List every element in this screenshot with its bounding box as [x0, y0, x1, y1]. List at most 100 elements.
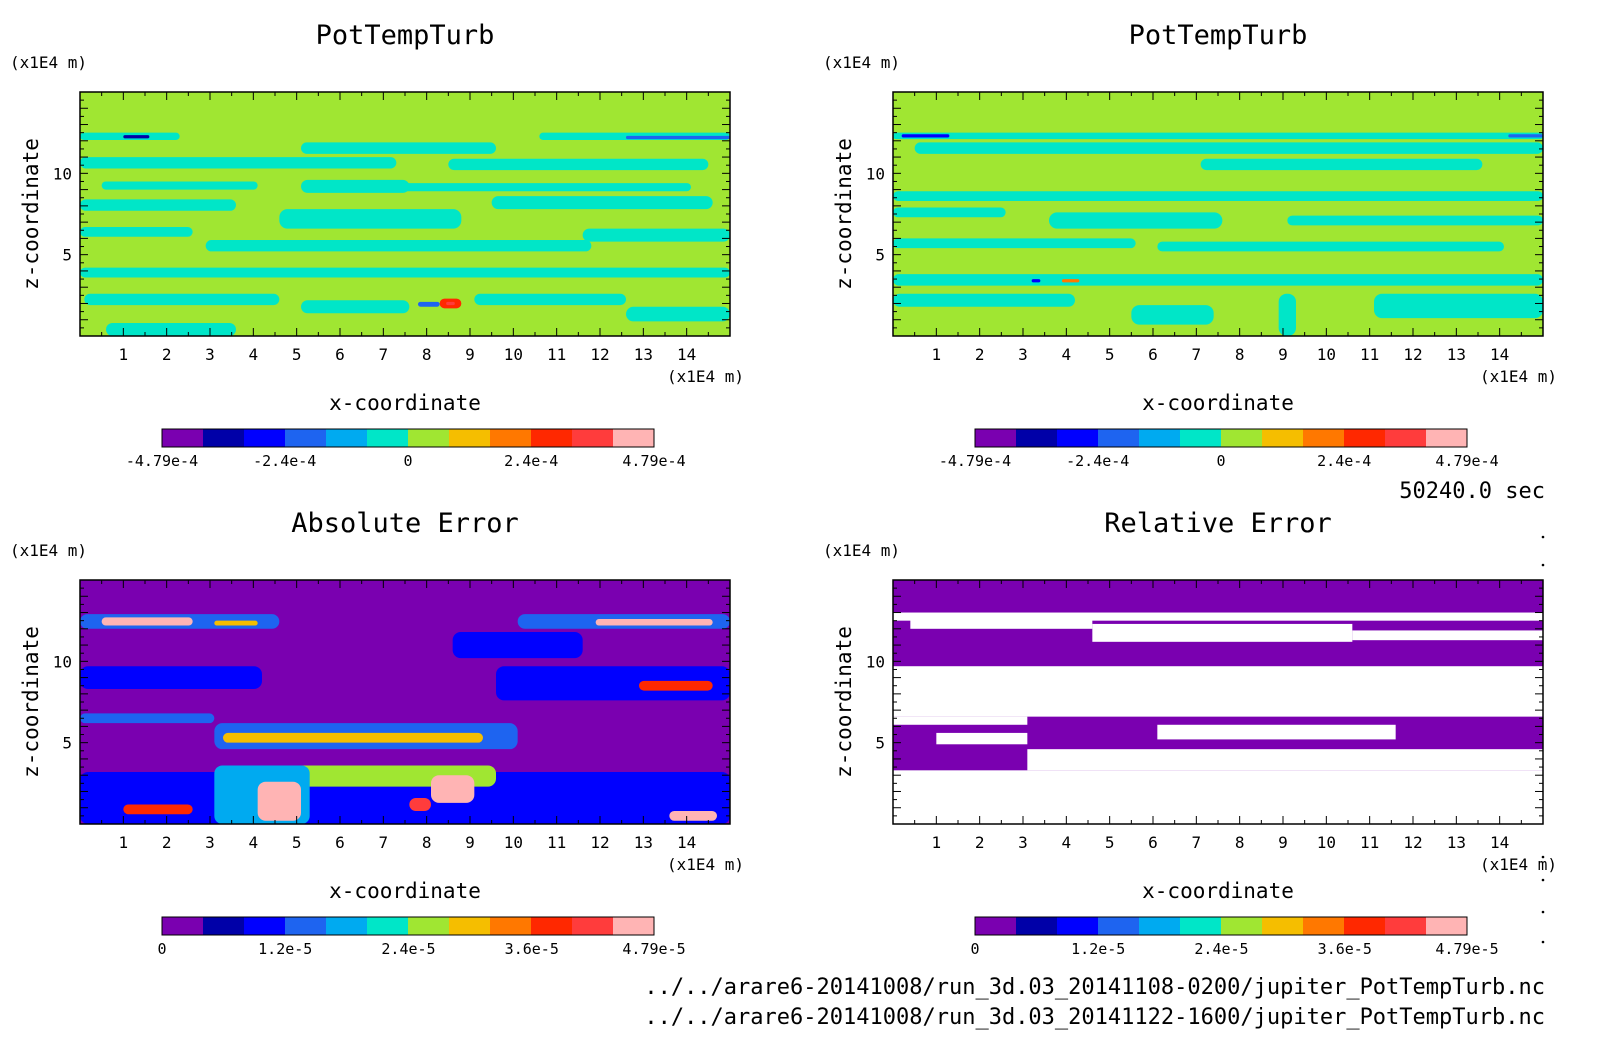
- panel1-colorbar-frame: [161, 428, 655, 448]
- panel3-colorbar-frame: [161, 916, 655, 936]
- panel2-x-tick-label: 7: [1192, 345, 1202, 364]
- panel3-x-tick-label: 8: [422, 833, 432, 852]
- panel2-y-unit: (x1E4 m): [823, 53, 900, 72]
- panel3-colorbar-swatch-2: [244, 917, 286, 935]
- panel1-contour-patch-20: [626, 306, 730, 322]
- panel2-x-tick-label: 2: [975, 345, 985, 364]
- panel4-colorbar-tick-label: 2.4e-5: [1194, 940, 1248, 958]
- panel1-title: PotTempTurb: [316, 20, 495, 51]
- panel4-colorbar-swatch-0: [975, 917, 1017, 935]
- panel1-colorbar-swatch-11: [613, 429, 655, 447]
- panel3-x-tick-label: 2: [162, 833, 172, 852]
- panel1-y-tick-label: 10: [53, 164, 72, 183]
- panel2-contour-patch-13: [1131, 305, 1214, 325]
- panel2-x-tick-label: 6: [1148, 345, 1158, 364]
- panel1-contour-patch-6: [448, 158, 709, 171]
- panel1-colorbar-swatch-2: [244, 429, 286, 447]
- panel2-colorbar-frame: [974, 428, 1468, 448]
- panel3-x-tick-label: 10: [504, 833, 523, 852]
- panel4-missing-region-7: [936, 732, 1028, 745]
- panel4-x-tick-label: 1: [932, 833, 942, 852]
- panel3-x-label: x-coordinate: [329, 879, 481, 903]
- panel3-contour-patch-17: [123, 804, 193, 815]
- margin-dot-3: [1541, 878, 1545, 882]
- panel4-title: Relative Error: [1104, 508, 1332, 539]
- panel1-x-tick-label: 11: [547, 345, 566, 364]
- panel4-y-tick-label: 10: [866, 652, 885, 671]
- panel4-x-tick-label: 14: [1490, 833, 1509, 852]
- panel1-x-tick-label: 1: [119, 345, 129, 364]
- panel3-title: Absolute Error: [291, 508, 519, 539]
- panel4-x-tick-label: 3: [1018, 833, 1028, 852]
- panel2-colorbar-swatch-2: [1057, 429, 1099, 447]
- panel3-colorbar-swatch-8: [490, 917, 532, 935]
- panel4-colorbar-swatch-8: [1303, 917, 1345, 935]
- panel1-colorbar-tick-label: -2.4e-4: [253, 452, 316, 470]
- panel4-colorbar-swatch-2: [1057, 917, 1099, 935]
- panel4-missing-region-3: [1352, 630, 1543, 641]
- panel4-x-unit: (x1E4 m): [1480, 855, 1557, 874]
- panel2-contour-patch-6: [893, 207, 1006, 218]
- panel4-x-tick-label: 4: [1062, 833, 1072, 852]
- panel3-colorbar-tick-label: 4.79e-5: [622, 940, 685, 958]
- panel1-contour-patch-1: [123, 135, 150, 139]
- panel2-colorbar-swatch-10: [1385, 429, 1427, 447]
- panel2-colorbar-swatch-4: [1139, 429, 1181, 447]
- panel2-contour-patch-5: [893, 191, 1543, 201]
- panel1-colorbar-swatch-4: [326, 429, 368, 447]
- panel3-x-tick-label: 6: [335, 833, 345, 852]
- panel3-x-tick-label: 7: [379, 833, 389, 852]
- panel2-contour-patch-11: [893, 274, 1543, 286]
- panel4-colorbar-swatch-4: [1139, 917, 1181, 935]
- panel1-contour-patch-16: [80, 267, 730, 278]
- panel1-x-label: x-coordinate: [329, 391, 481, 415]
- panel3-colorbar-swatch-3: [285, 917, 327, 935]
- panel3-x-tick-label: 5: [292, 833, 302, 852]
- panel3-colorbar-swatch-1: [203, 917, 245, 935]
- panel3-colorbar-tick-label: 3.6e-5: [505, 940, 559, 958]
- panel3-x-tick-label: 11: [547, 833, 566, 852]
- panel3-contour-patch-8: [639, 680, 713, 691]
- panel3-y-unit: (x1E4 m): [10, 541, 87, 560]
- panel4-colorbar-frame: [974, 916, 1468, 936]
- panel1-colorbar-tick-label: 4.79e-4: [622, 452, 685, 470]
- panel4-x-tick-label: 10: [1317, 833, 1336, 852]
- panel3-x-tick-label: 13: [634, 833, 653, 852]
- panel2-x-tick-label: 5: [1105, 345, 1115, 364]
- panel3-colorbar-swatch-0: [162, 917, 204, 935]
- panel3-colorbar-swatch-7: [449, 917, 491, 935]
- margin-dot-5: [1541, 940, 1545, 944]
- panel1-contour-patch-19: [474, 293, 626, 306]
- panel4-missing-region-9: [1027, 749, 1543, 771]
- panel2-x-tick-label: 12: [1403, 345, 1422, 364]
- panel2-contour-patch-15: [1374, 293, 1543, 319]
- margin-dot-1: [1541, 563, 1545, 567]
- panel1-contour-patch-15: [582, 228, 730, 242]
- panel2-colorbar-swatch-5: [1180, 429, 1222, 447]
- panel1-x-tick-label: 6: [335, 345, 345, 364]
- panel3-colorbar-swatch-6: [408, 917, 450, 935]
- panel1-y-tick-label: 5: [62, 246, 72, 265]
- panel3-y-label: z-coordinate: [19, 626, 43, 778]
- panel3-colorbar-tick-label: 2.4e-5: [381, 940, 435, 958]
- panel2-contour-patch-7: [1049, 212, 1223, 229]
- panel3-contour-patch-7: [496, 666, 730, 701]
- panel1-y-unit: (x1E4 m): [10, 53, 87, 72]
- panel2-x-tick-label: 14: [1490, 345, 1509, 364]
- panel3-contour-patch-11: [223, 732, 483, 743]
- panel1-colorbar-swatch-0: [162, 429, 204, 447]
- panel2-colorbar-tick-label: 2.4e-4: [1317, 452, 1371, 470]
- panel4-colorbar-swatch-10: [1385, 917, 1427, 935]
- panel4-x-tick-label: 12: [1403, 833, 1422, 852]
- panel2-colorbar-swatch-6: [1221, 429, 1263, 447]
- panel3-contour-patch-19: [669, 810, 717, 821]
- panel4-y-label: z-coordinate: [832, 626, 856, 778]
- panel4-colorbar-swatch-3: [1098, 917, 1140, 935]
- panel1-colorbar-swatch-3: [285, 429, 327, 447]
- panel1-colorbar-swatch-1: [203, 429, 245, 447]
- panel1-x-tick-label: 3: [205, 345, 215, 364]
- panel2-title: PotTempTurb: [1129, 20, 1308, 51]
- panel1-contour-patch-14: [205, 240, 592, 252]
- panel2-colorbar-swatch-0: [975, 429, 1017, 447]
